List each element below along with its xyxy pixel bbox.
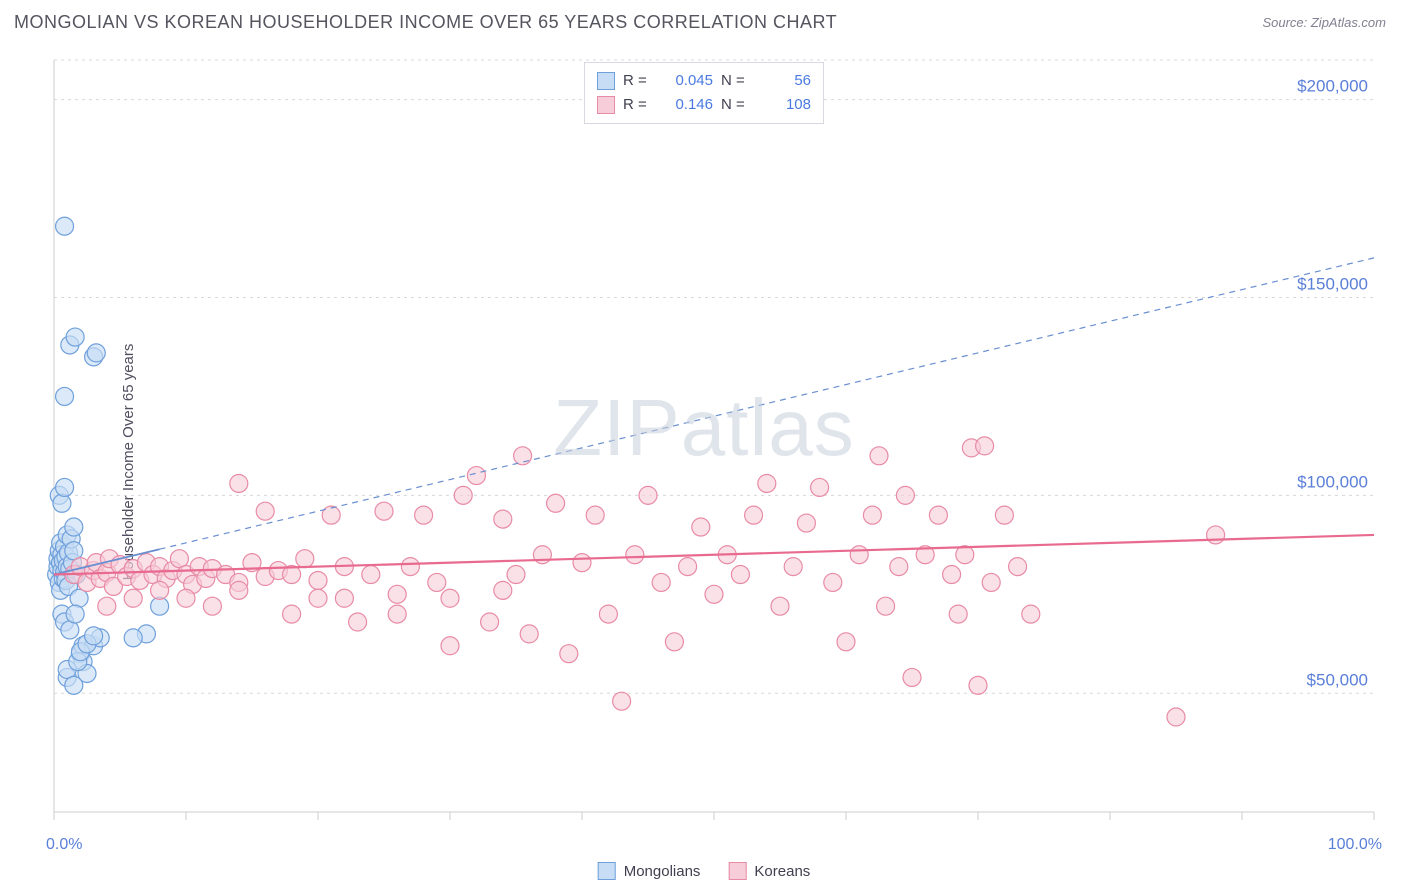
svg-text:$200,000: $200,000 [1297,77,1368,96]
correlation-legend: R = 0.045 N = 56 R = 0.146 N = 108 [584,62,824,124]
source-label: Source: [1262,15,1310,30]
legend-r-value: 0.045 [659,69,713,93]
legend-swatch [597,96,615,114]
svg-text:$150,000: $150,000 [1297,274,1368,293]
legend-r-value: 0.146 [659,93,713,117]
scatter-plot: $50,000 $100,000 $150,000 $200,000 [14,42,1394,882]
series-legend-label: Mongolians [624,863,701,880]
x-axis-min-label: 0.0% [46,836,82,854]
chart-area: Householder Income Over 65 years $50,000… [14,42,1394,882]
series-legend-item: Koreans [728,862,810,880]
svg-text:$50,000: $50,000 [1307,670,1368,689]
legend-r-label: R = [623,93,651,117]
svg-text:$100,000: $100,000 [1297,472,1368,491]
source-attribution: Source: ZipAtlas.com [1262,15,1386,30]
correlation-legend-row: R = 0.146 N = 108 [597,93,811,117]
legend-swatch [728,862,746,880]
legend-r-label: R = [623,69,651,93]
legend-swatch [597,72,615,90]
legend-n-label: N = [721,93,749,117]
chart-title: MONGOLIAN VS KOREAN HOUSEHOLDER INCOME O… [14,12,837,33]
source-value: ZipAtlas.com [1311,15,1386,30]
legend-swatch [598,862,616,880]
series-legend-item: Mongolians [598,862,701,880]
correlation-legend-row: R = 0.045 N = 56 [597,69,811,93]
x-axis-max-label: 100.0% [1328,836,1382,854]
legend-n-label: N = [721,69,749,93]
legend-n-value: 108 [757,93,811,117]
series-legend: Mongolians Koreans [598,862,811,880]
series-legend-label: Koreans [754,863,810,880]
legend-n-value: 56 [757,69,811,93]
